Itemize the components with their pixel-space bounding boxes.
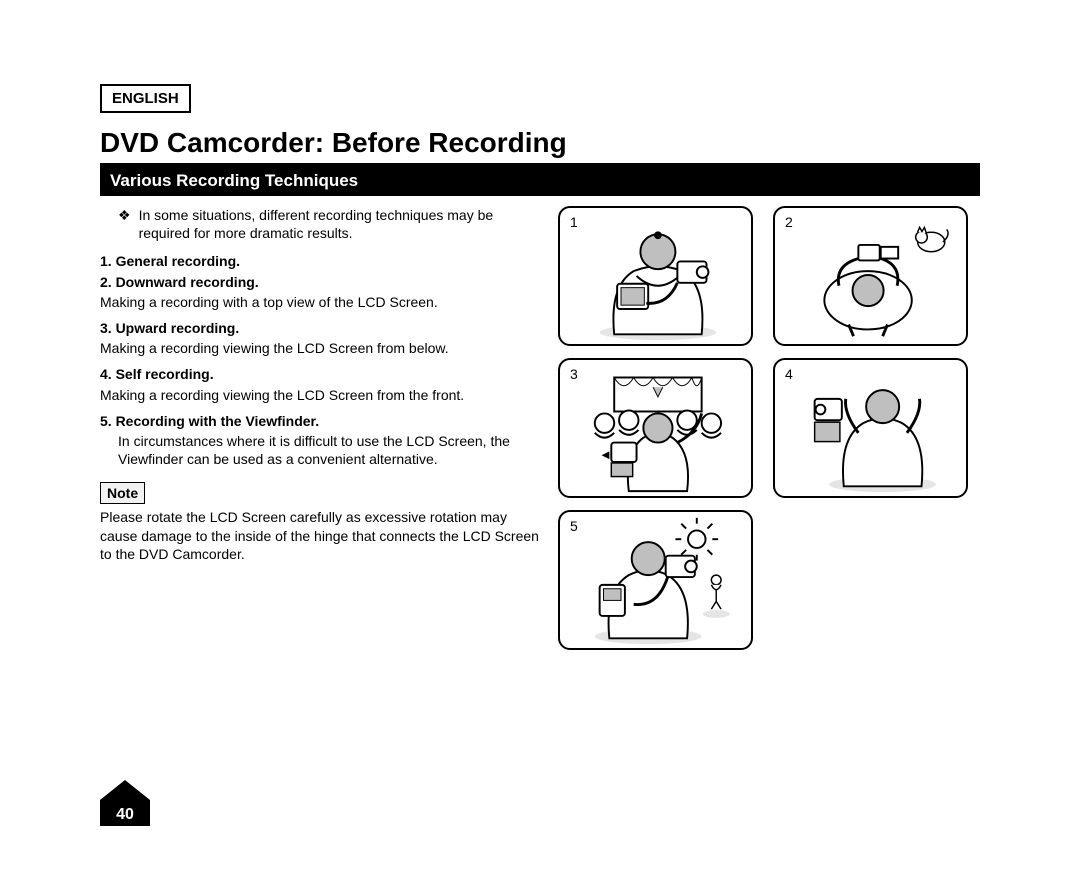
manual-page: ENGLISH DVD Camcorder: Before Recording … — [0, 0, 1080, 886]
page-number: 40 — [116, 806, 134, 823]
note-label: Note — [100, 482, 145, 504]
figure-3-illustration — [560, 360, 751, 496]
intro-line: ❖ In some situations, different recordin… — [100, 206, 548, 242]
content-row: ❖ In some situations, different recordin… — [100, 206, 980, 650]
item-4-desc: Making a recording viewing the LCD Scree… — [100, 386, 548, 404]
item-1-label: 1. General recording. — [100, 252, 548, 270]
page-title: DVD Camcorder: Before Recording — [100, 127, 980, 166]
figure-1: 1 — [558, 206, 753, 346]
figure-5: 5 — [558, 510, 753, 650]
intro-text: In some situations, different recording … — [139, 206, 548, 242]
item-4-label: 4. Self recording. — [100, 365, 548, 383]
figure-grid: 1 — [558, 206, 980, 650]
figure-5-illustration — [560, 512, 751, 648]
figure-2-illustration — [775, 208, 966, 344]
item-2-desc: Making a recording with a top view of th… — [100, 293, 548, 311]
item-3-label: 3. Upward recording. — [100, 319, 548, 337]
figure-2: 2 — [773, 206, 968, 346]
note-text: Please rotate the LCD Screen carefully a… — [100, 508, 548, 563]
language-label: ENGLISH — [100, 84, 191, 113]
figure-1-illustration — [560, 208, 751, 344]
item-5-desc: In circumstances where it is difficult t… — [118, 432, 548, 468]
diamond-bullet-icon: ❖ — [118, 206, 131, 242]
figure-4: 4 — [773, 358, 968, 498]
figure-4-illustration — [775, 360, 966, 496]
page-number-badge: 40 — [100, 780, 150, 826]
figures-column: 1 — [548, 206, 980, 650]
figure-3: 3 — [558, 358, 753, 498]
item-5-label: 5. Recording with the Viewfinder. — [100, 412, 548, 430]
text-column: ❖ In some situations, different recordin… — [100, 206, 548, 650]
item-2-label: 2. Downward recording. — [100, 273, 548, 291]
section-heading: Various Recording Techniques — [100, 166, 980, 196]
page-number-icon: 40 — [100, 780, 150, 826]
item-3-desc: Making a recording viewing the LCD Scree… — [100, 339, 548, 357]
